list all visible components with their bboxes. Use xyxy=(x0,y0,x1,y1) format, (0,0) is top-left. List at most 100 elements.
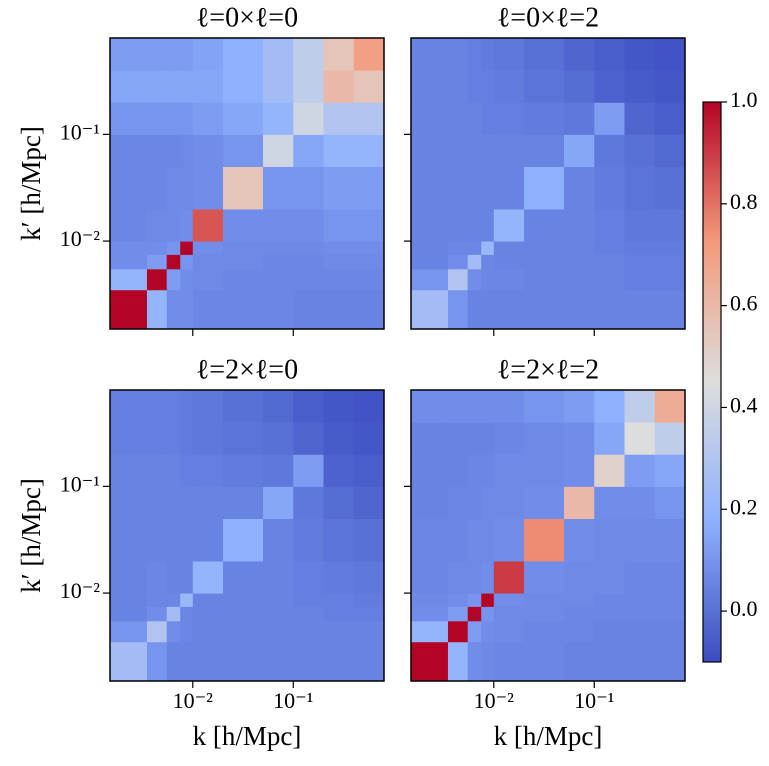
heatmap-cell xyxy=(524,208,565,242)
heatmap-cell xyxy=(564,486,595,519)
heatmap-cell xyxy=(323,208,355,242)
heatmap-cell xyxy=(293,454,325,487)
heatmap-cell xyxy=(146,390,168,423)
heatmap-cell xyxy=(223,606,264,622)
heatmap-cell xyxy=(594,422,626,455)
heatmap-cell xyxy=(467,268,482,291)
heatmap-cell xyxy=(447,102,469,135)
heatmap-cell xyxy=(110,486,148,519)
heatmap-cell xyxy=(223,102,264,135)
heatmap-cell xyxy=(353,254,385,270)
heatmap-cell xyxy=(524,102,565,135)
heatmap-cell xyxy=(411,560,449,594)
heatmap-cell xyxy=(110,518,148,562)
heatmap-cell xyxy=(624,606,656,622)
heatmap-cell xyxy=(192,620,224,643)
heatmap-cell xyxy=(564,454,595,487)
heatmap-cell xyxy=(481,134,495,167)
heatmap-cell xyxy=(624,241,656,255)
heatmap-cell xyxy=(524,166,565,210)
heatmap-cell xyxy=(263,134,294,167)
heatmap-cell xyxy=(447,241,469,255)
heatmap-cell xyxy=(146,208,168,242)
heatmap-cell xyxy=(110,593,148,607)
heatmap-cell xyxy=(481,208,495,242)
heatmap-cell xyxy=(493,102,525,135)
heatmap-cell xyxy=(524,486,565,519)
heatmap-cell xyxy=(293,641,325,682)
heatmap-cell xyxy=(192,268,224,291)
heatmap-cell xyxy=(192,70,224,103)
heatmap-cell xyxy=(594,454,626,487)
heatmap-cell xyxy=(594,606,626,622)
heatmap-cell xyxy=(323,38,355,71)
heatmap-cell xyxy=(110,606,148,622)
heatmap-cell xyxy=(223,268,264,291)
heatmap-cell xyxy=(223,134,264,167)
heatmap-cell xyxy=(411,606,449,622)
heatmap-cell xyxy=(166,268,181,291)
heatmap-cell xyxy=(323,422,355,455)
heatmap-cell xyxy=(447,486,469,519)
heatmap-cell xyxy=(493,70,525,103)
heatmap-cell xyxy=(180,454,194,487)
heatmap-cell xyxy=(624,208,656,242)
heatmap-cell xyxy=(411,620,449,643)
heatmap-cell xyxy=(110,70,148,103)
heatmap-cell xyxy=(110,134,148,167)
heatmap-cell xyxy=(594,254,626,270)
heatmap-cell xyxy=(493,422,525,455)
heatmap-cell xyxy=(223,390,264,423)
heatmap-cell xyxy=(146,70,168,103)
heatmap-cell xyxy=(493,390,525,423)
heatmap-cell xyxy=(180,166,194,210)
heatmap-cell xyxy=(110,268,148,291)
heatmap-cell xyxy=(166,593,181,607)
heatmap-cell xyxy=(110,454,148,487)
heatmap-cell xyxy=(192,102,224,135)
heatmap-cell xyxy=(192,593,224,607)
heatmap-cell xyxy=(564,254,595,270)
heatmap-cell xyxy=(146,641,168,682)
heatmap-cell xyxy=(564,268,595,291)
heatmap-cell xyxy=(323,593,355,607)
heatmap-cell xyxy=(263,289,294,330)
heatmap-cell xyxy=(411,422,449,455)
heatmap-cell xyxy=(467,620,482,643)
heatmap-cell xyxy=(223,38,264,71)
heatmap-cell xyxy=(481,268,495,291)
heatmap-cell xyxy=(263,560,294,594)
heatmap-cell xyxy=(654,454,686,487)
heatmap-cell xyxy=(293,593,325,607)
heatmap-cell xyxy=(293,289,325,330)
heatmap-cell xyxy=(524,134,565,167)
heatmap-cell xyxy=(353,134,385,167)
heatmap-cell xyxy=(654,593,686,607)
heatmap-cell xyxy=(323,620,355,643)
heatmap-cell xyxy=(654,70,686,103)
heatmap-cell xyxy=(263,166,294,210)
heatmap-cell xyxy=(146,606,168,622)
heatmap-cell xyxy=(493,454,525,487)
heatmap-cell xyxy=(564,593,595,607)
heatmap-cell xyxy=(293,208,325,242)
heatmap-cell xyxy=(564,620,595,643)
plot-frame xyxy=(109,37,385,330)
heatmap-cell xyxy=(447,422,469,455)
heatmap-cell xyxy=(223,593,264,607)
heatmap-cell xyxy=(353,268,385,291)
heatmap-cell xyxy=(166,134,181,167)
heatmap-cell xyxy=(110,241,148,255)
heatmap-cell xyxy=(223,208,264,242)
heatmap-cell xyxy=(467,518,482,562)
heatmap-cell xyxy=(263,518,294,562)
heatmap-cell xyxy=(467,454,482,487)
heatmap-cell xyxy=(524,560,565,594)
heatmap-cell xyxy=(564,134,595,167)
heatmap-cell xyxy=(447,70,469,103)
heatmap-cell xyxy=(467,208,482,242)
heatmap-cell xyxy=(146,268,168,291)
heatmap-cell xyxy=(323,390,355,423)
heatmap-cell xyxy=(146,486,168,519)
heatmap-cell xyxy=(594,641,626,682)
